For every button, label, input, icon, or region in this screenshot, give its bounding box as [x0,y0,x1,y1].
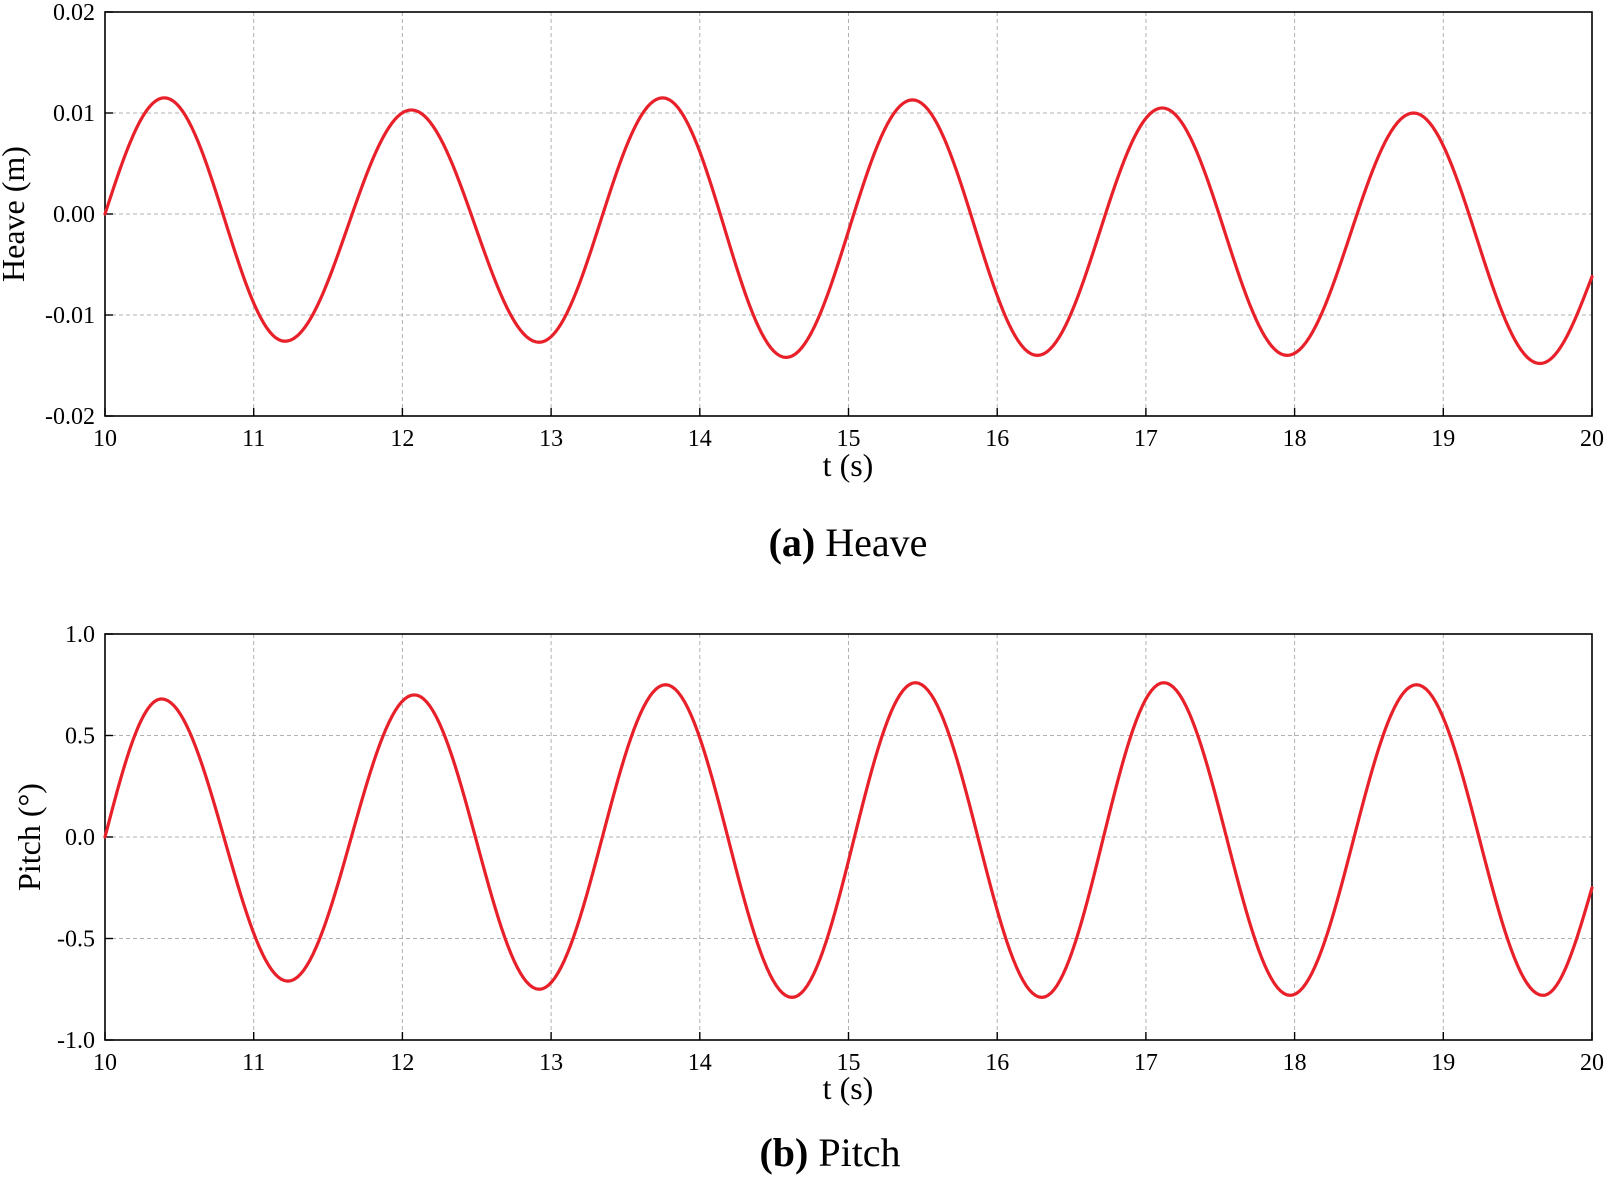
pitch-series-line [103,681,1594,999]
pitch-x-tick-label: 12 [390,1050,414,1076]
pitch-y-tick-label: 1.0 [65,622,95,648]
pitch-caption: (b) Pitch [759,1130,900,1175]
heave-x-tick-label: 20 [1580,426,1604,452]
pitch-x-tick-label: 14 [688,1050,712,1076]
heave-x-tick-label: 10 [93,426,117,452]
pitch-x-tick-label: 18 [1283,1050,1307,1076]
pitch-y-tick-label: 0.0 [65,825,95,851]
pitch-x-tick-label: 19 [1431,1050,1455,1076]
heave-x-tick-label: 18 [1283,426,1307,452]
heave-x-tick-label: 13 [539,426,563,452]
heave-x-tick-label: 19 [1431,426,1455,452]
heave-tick-labels: 10 11 12 13 14 15 16 17 18 19 20 -0.02 -0.01 0.00 0.01… [45,0,1604,452]
pitch-tick-labels: 10 11 12 13 14 15 16 17 18 19 20 -1.0 -0.5 0.0 0.5 1.0 [57,622,1604,1076]
heave-x-tick-label: 14 [688,426,712,452]
heave-x-axis-label: t (s) [823,447,874,483]
heave-y-tick-label: 0.01 [53,101,95,127]
pitch-x-axis-label: t (s) [823,1070,874,1106]
heave-caption-text: Heave [825,520,927,565]
pitch-grid [105,634,1592,1040]
heave-y-tick-label: -0.01 [45,303,95,329]
pitch-x-tick-label: 13 [539,1050,563,1076]
pitch-x-tick-label: 11 [242,1050,265,1076]
heave-caption: (a) Heave [769,520,928,565]
pitch-y-tick-label: -0.5 [57,927,95,953]
heave-y-tick-label: 0.02 [53,0,95,26]
heave-y-tick-label: -0.02 [45,404,95,430]
heave-x-tick-label: 16 [985,426,1009,452]
heave-caption-letter: (a) [769,520,816,565]
pitch-y-tick-label: -1.0 [57,1028,95,1054]
pitch-x-tick-label: 15 [837,1050,861,1076]
pitch-x-tick-label: 17 [1134,1050,1158,1076]
pitch-ticks [104,633,1593,1041]
heave-x-tick-label: 12 [390,426,414,452]
heave-x-tick-label: 17 [1134,426,1158,452]
heave-y-axis-label: Heave (m) [0,146,31,282]
heave-series-line [103,96,1594,366]
pitch-y-axis-label: Pitch (°) [11,783,47,891]
heave-grid [105,12,1592,416]
heave-x-tick-label: 11 [242,426,265,452]
heave-y-tick-label: 0.00 [53,202,95,228]
heave-x-tick-label: 15 [837,426,861,452]
pitch-x-tick-label: 10 [93,1050,117,1076]
pitch-y-tick-label: 0.5 [65,724,95,750]
panel-heave: 10 11 12 13 14 15 16 17 18 19 20 -0.02 -0.01 0.00 0.01… [0,0,1604,565]
pitch-x-tick-label: 20 [1580,1050,1604,1076]
panel-pitch: 10 11 12 13 14 15 16 17 18 19 20-1.0-0.50.00.51.0 … [11,622,1604,1175]
pitch-x-tick-label: 16 [985,1050,1009,1076]
heave-ticks [104,11,1593,417]
pitch-caption-letter: (b) [759,1130,808,1175]
pitch-caption-text: Pitch [818,1130,900,1175]
